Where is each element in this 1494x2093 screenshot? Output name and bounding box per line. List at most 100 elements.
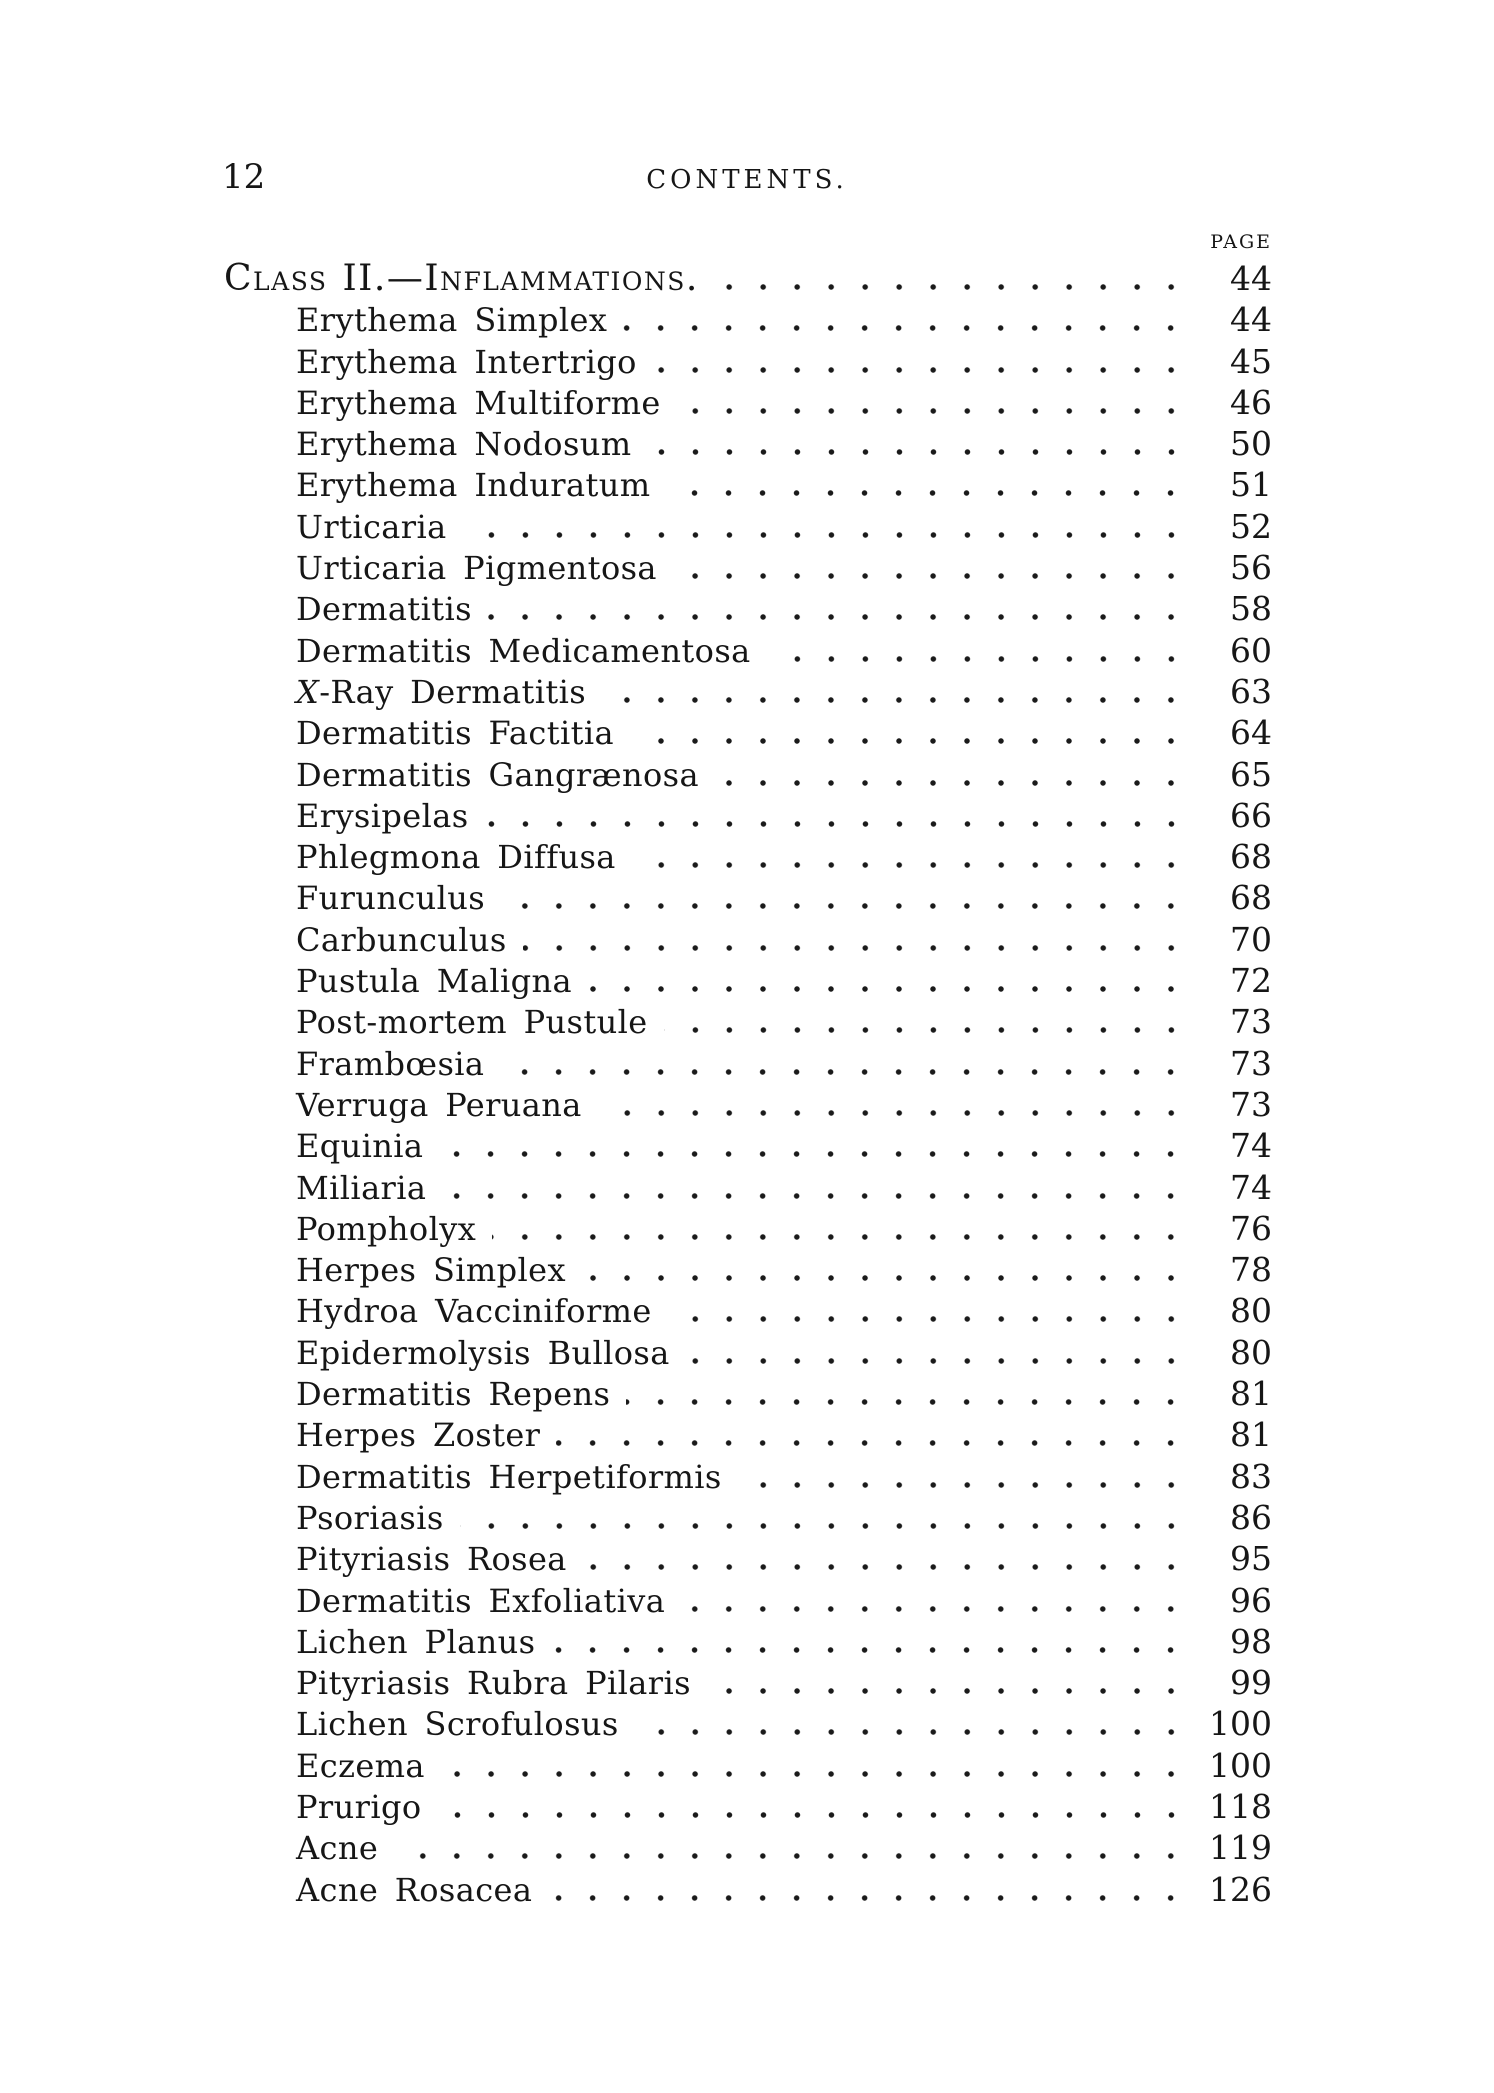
toc-entry: Pityriasis Rubra Pilaris 99 bbox=[224, 1662, 1272, 1703]
dot-leader bbox=[706, 1688, 1188, 1695]
toc-entry-title: Erysipelas bbox=[296, 796, 469, 835]
toc-entry-title: Acne Rosacea bbox=[296, 1870, 533, 1909]
toc-entry: Erythema Intertrigo 45 bbox=[224, 341, 1272, 382]
toc-entry-title: X-Ray Dermatitis bbox=[296, 672, 587, 711]
toc-entry-page: 73 bbox=[1230, 1084, 1272, 1124]
toc-entry: Epidermolysis Bullosa 80 bbox=[224, 1332, 1272, 1373]
dot-leader bbox=[667, 1316, 1188, 1323]
toc-entry: Class II.—Inflammations. 44 bbox=[224, 258, 1272, 299]
toc-entry-page: 44 bbox=[1230, 259, 1272, 298]
toc-entry-page: 81 bbox=[1230, 1374, 1272, 1414]
toc-entry-title: Erythema Nodosum bbox=[296, 425, 632, 464]
dot-leader bbox=[672, 573, 1188, 580]
toc-entry-page: 119 bbox=[1209, 1828, 1272, 1868]
toc-entry-title: Dermatitis bbox=[296, 590, 472, 629]
toc-entry: Hydroa Vacciniforme 80 bbox=[224, 1290, 1272, 1331]
toc-entry: Dermatitis Herpetiformis 83 bbox=[224, 1456, 1272, 1497]
toc-entry-title: Psoriasis bbox=[296, 1498, 444, 1537]
toc-entry-page: 60 bbox=[1230, 630, 1272, 670]
toc-entry: Acne 119 bbox=[224, 1827, 1272, 1868]
toc-entry: Phlegmona Diffusa 68 bbox=[224, 836, 1272, 877]
toc-entry-title: Miliaria bbox=[296, 1168, 427, 1207]
toc-list: Class II.—Inflammations. 44 Erythema Sim… bbox=[224, 258, 1272, 1910]
toc-entry-title: Herpes Zoster bbox=[296, 1416, 541, 1455]
toc-entry: Miliaria 74 bbox=[224, 1167, 1272, 1208]
dot-leader bbox=[630, 738, 1188, 745]
dot-leader bbox=[582, 1564, 1188, 1571]
toc-entry-page: 86 bbox=[1230, 1497, 1272, 1537]
toc-entry-title: Herpes Simplex bbox=[296, 1251, 566, 1290]
toc-entry-page: 64 bbox=[1230, 713, 1272, 753]
dot-leader bbox=[663, 1027, 1188, 1034]
toc-entry-page: 118 bbox=[1209, 1786, 1272, 1826]
toc-entry-page: 100 bbox=[1209, 1745, 1272, 1785]
toc-entry-title: Furunculus bbox=[296, 879, 486, 918]
toc-entry-page: 50 bbox=[1230, 424, 1272, 464]
toc-entry: Dermatitis Gangrænosa 65 bbox=[224, 754, 1272, 795]
toc-entry-page: 63 bbox=[1230, 671, 1272, 711]
dot-leader bbox=[437, 1811, 1188, 1818]
dot-leader bbox=[597, 1109, 1188, 1116]
dot-leader bbox=[676, 407, 1188, 414]
toc-entry-page: 56 bbox=[1230, 548, 1272, 588]
dot-leader bbox=[394, 1853, 1188, 1860]
toc-entry-title: Equinia bbox=[296, 1127, 424, 1166]
toc-entry: X-Ray Dermatitis 63 bbox=[224, 671, 1272, 712]
dot-leader bbox=[714, 284, 1188, 290]
toc-entry-page: 80 bbox=[1230, 1291, 1272, 1331]
dot-leader bbox=[500, 1068, 1188, 1075]
toc-entry-title: Lichen Planus bbox=[296, 1622, 536, 1661]
dot-leader bbox=[440, 1770, 1188, 1777]
toc-entry: Dermatitis Exfoliativa 96 bbox=[224, 1580, 1272, 1621]
toc-entry: Dermatitis Factitia 64 bbox=[224, 712, 1272, 753]
toc-entry-page: 65 bbox=[1230, 754, 1272, 794]
dot-leader bbox=[492, 1233, 1188, 1240]
toc-entry: Lichen Scrofulosus 100 bbox=[224, 1703, 1272, 1744]
toc-entry: Carbunculus 70 bbox=[224, 919, 1272, 960]
toc-entry: Eczema 100 bbox=[224, 1745, 1272, 1786]
dot-leader bbox=[501, 903, 1188, 910]
toc-entry: Psoriasis 86 bbox=[224, 1497, 1272, 1538]
toc-entry: Acne Rosacea 126 bbox=[224, 1869, 1272, 1910]
dot-leader bbox=[487, 614, 1188, 621]
toc-entry: Furunculus 68 bbox=[224, 877, 1272, 918]
dot-leader bbox=[462, 531, 1188, 538]
toc-entry-page: 45 bbox=[1230, 341, 1272, 381]
toc-entry-title: Urticaria Pigmentosa bbox=[296, 549, 657, 588]
dot-leader bbox=[484, 820, 1188, 827]
toc-entry: Erythema Simplex 44 bbox=[224, 299, 1272, 340]
toc-entry: Pustula Maligna 72 bbox=[224, 960, 1272, 1001]
toc-entry-title: Class II.—Inflammations. bbox=[224, 258, 699, 299]
toc-entry-page: 81 bbox=[1230, 1415, 1272, 1455]
toc-entry: Urticaria 52 bbox=[224, 506, 1272, 547]
toc-entry-title: Pityriasis Rubra Pilaris bbox=[296, 1664, 691, 1703]
toc-entry-page: 80 bbox=[1230, 1332, 1272, 1372]
toc-entry: Pityriasis Rosea 95 bbox=[224, 1538, 1272, 1579]
toc-entry: Erythema Induratum 51 bbox=[224, 464, 1272, 505]
toc-entry-title: Frambœsia bbox=[296, 1044, 485, 1083]
dot-leader bbox=[588, 986, 1188, 993]
toc-entry-page: 95 bbox=[1230, 1539, 1272, 1579]
toc-entry-page: 70 bbox=[1230, 919, 1272, 959]
toc-entry-title: Erythema Induratum bbox=[296, 466, 651, 505]
page-title: CONTENTS. bbox=[646, 165, 848, 195]
toc-entry-title: Dermatitis Herpetiformis bbox=[296, 1457, 722, 1496]
toc-entry-page: 66 bbox=[1230, 795, 1272, 835]
toc-entry-title: Dermatitis Gangrænosa bbox=[296, 755, 699, 794]
toc-entry-title: Dermatitis Repens bbox=[296, 1375, 611, 1414]
toc-entry-page: 78 bbox=[1230, 1250, 1272, 1290]
toc-entry-title: Lichen Scrofulosus bbox=[296, 1705, 619, 1744]
dot-leader bbox=[714, 779, 1188, 786]
toc-entry: Urticaria Pigmentosa 56 bbox=[224, 547, 1272, 588]
dot-leader bbox=[631, 862, 1188, 869]
toc-entry-page: 99 bbox=[1230, 1663, 1272, 1703]
dot-leader bbox=[581, 1275, 1188, 1282]
toc-entry-page: 46 bbox=[1230, 382, 1272, 422]
toc-entry: Pompholyx 76 bbox=[224, 1208, 1272, 1249]
page-column-label: PAGE bbox=[1210, 231, 1272, 253]
toc-entry-page: 58 bbox=[1230, 589, 1272, 629]
toc-entry-title: Verruga Peruana bbox=[296, 1085, 582, 1124]
toc-entry-page: 68 bbox=[1230, 837, 1272, 877]
toc-entry-title: Pityriasis Rosea bbox=[296, 1540, 567, 1579]
dot-leader bbox=[439, 1151, 1188, 1158]
